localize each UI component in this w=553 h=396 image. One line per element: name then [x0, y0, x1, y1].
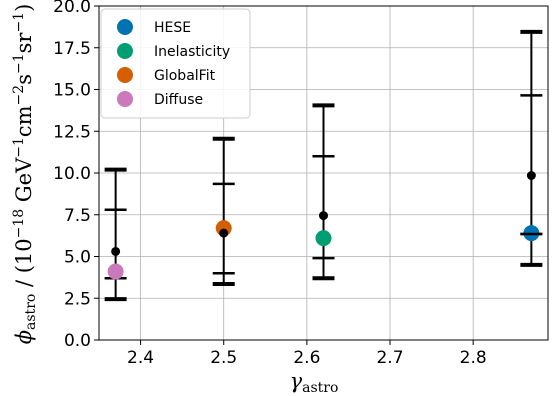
legend-label-diffuse: Diffuse: [154, 92, 203, 108]
legend-box: [100, 8, 251, 119]
markers: [107, 171, 543, 280]
y-tick-label: 20.0: [53, 0, 91, 17]
x-tick-label: 2.8: [460, 348, 487, 368]
y-axis-label-exp3: −2: [11, 85, 27, 106]
y-tick-label: 17.5: [53, 39, 91, 59]
y-axis-label-rest2: GeV: [12, 157, 36, 209]
x-axis-label: γastro: [290, 369, 339, 396]
y-axis-label-rest5: sr: [12, 32, 36, 54]
y-tick-label: 5.0: [64, 248, 91, 268]
error-bar-center-point: [526, 171, 536, 181]
legend-marker-inelasticity: [117, 43, 133, 59]
legend-marker-diffuse: [117, 91, 133, 107]
marker-diffuse: [107, 263, 124, 280]
legend-marker-globalfit: [117, 67, 133, 83]
error-bar-center-point: [219, 228, 229, 238]
legend-label-inelasticity: Inelasticity: [154, 44, 230, 60]
x-axis-ticks: 2.4 2.5 2.6 2.7 2.8: [127, 340, 487, 368]
x-tick-label: 2.7: [376, 348, 403, 368]
marker-inelasticity: [315, 230, 332, 247]
error-bar-center-point: [111, 246, 121, 256]
error-bar-center-point: [319, 211, 328, 221]
x-tick-label: 2.4: [127, 348, 154, 368]
y-tick-label: 10.0: [53, 164, 91, 184]
y-axis-label-rest3: cm: [12, 105, 36, 137]
legend-label-globalfit: GlobalFit: [154, 68, 216, 84]
y-axis-ticks: 0.0 2.5 5.0 7.5 10.0 12.5 15.0 17.5 20.0: [53, 0, 99, 351]
x-tick-label: 2.6: [293, 348, 320, 368]
legend: HESE Inelasticity GlobalFit Diffuse: [100, 8, 251, 119]
x-tick-label: 2.5: [210, 348, 237, 368]
y-axis-label-exp2: −1: [11, 137, 27, 158]
y-tick-label: 12.5: [53, 122, 91, 142]
y-axis-label-rest6: ): [12, 4, 36, 12]
y-axis-label-exp1: −18: [11, 209, 27, 239]
y-tick-label: 0.0: [64, 331, 91, 351]
x-axis-label-sub: astro: [302, 380, 338, 396]
legend-label-hese: HESE: [154, 20, 191, 36]
y-axis-label-exp5: −1: [11, 12, 27, 33]
x-axis-label-main: γ: [290, 369, 303, 393]
y-tick-label: 15.0: [53, 81, 91, 101]
y-tick-label: 2.5: [64, 289, 91, 309]
y-axis-label-rest4: s: [12, 74, 36, 85]
y-axis-label-sub: astro: [23, 294, 39, 330]
y-axis-label-rest: / (10: [12, 238, 36, 293]
legend-marker-hese: [117, 19, 133, 35]
y-axis-label: ϕastro / (10−18 GeV−1cm−2s−1sr−1): [11, 4, 39, 345]
y-axis-label-exp4: −1: [11, 53, 27, 74]
y-axis-label-main: ϕ: [12, 330, 36, 344]
y-tick-label: 7.5: [64, 206, 91, 226]
